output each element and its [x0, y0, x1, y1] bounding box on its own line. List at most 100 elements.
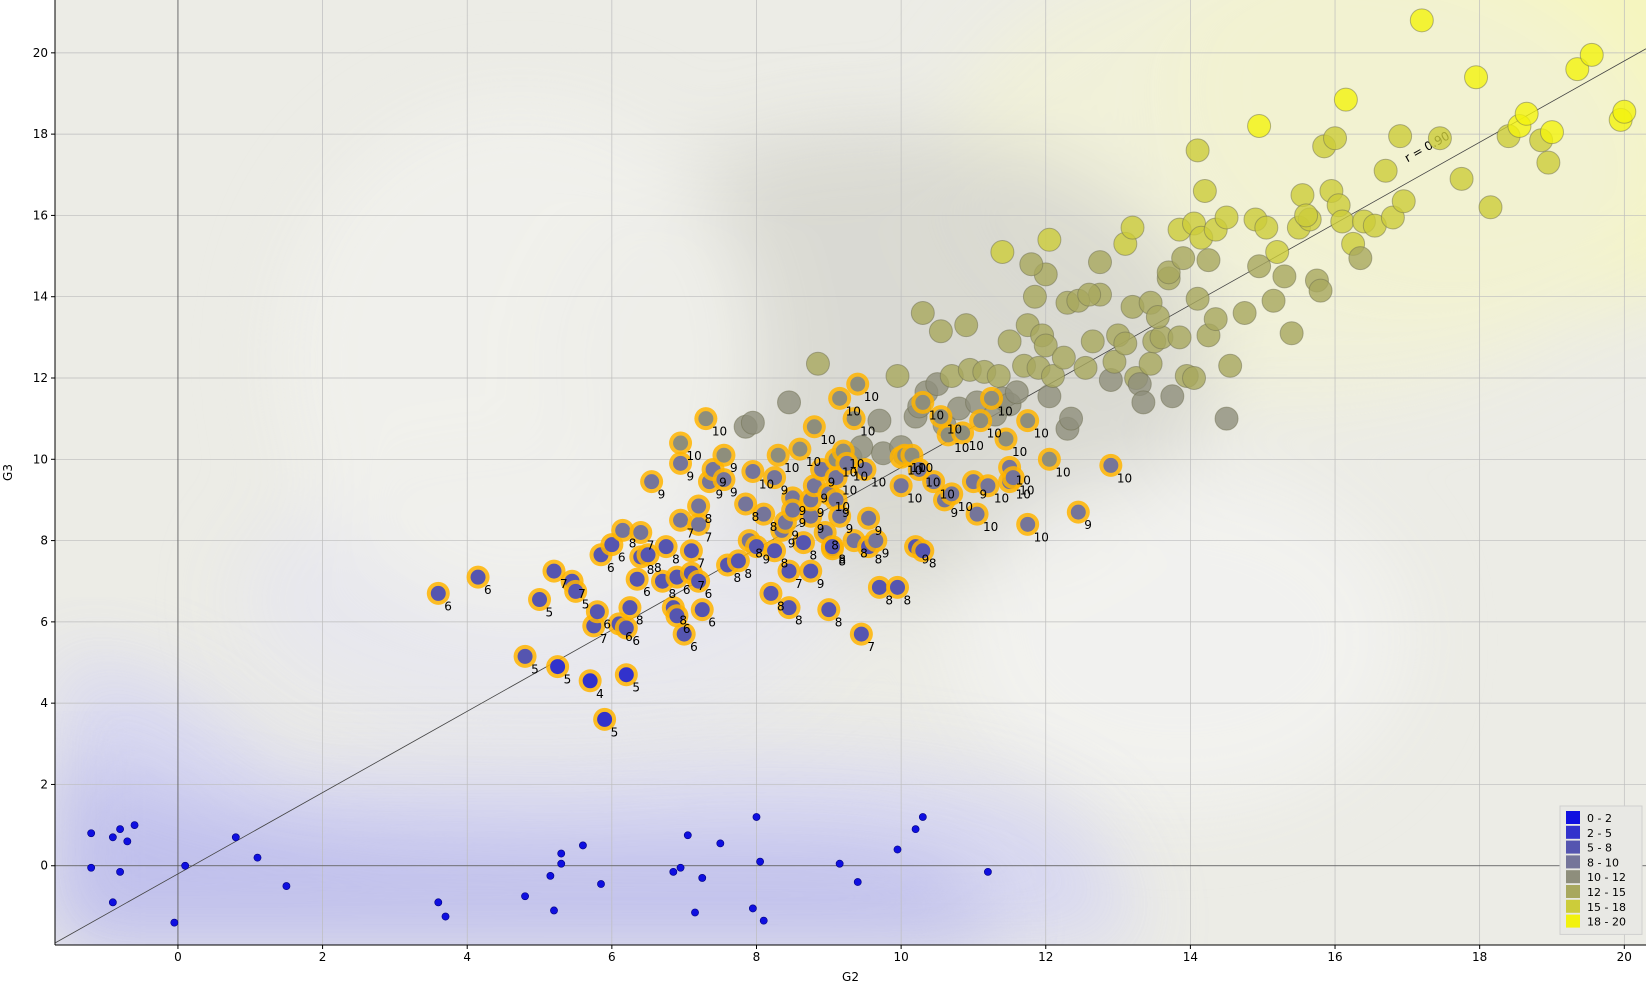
data-point: [1059, 406, 1084, 431]
zero-point: [853, 878, 862, 886]
data-point: [1156, 260, 1181, 285]
y-tick-label: 2: [40, 777, 48, 791]
point-label: 10: [1016, 488, 1031, 502]
point-label: 10: [969, 439, 984, 453]
y-axis-label: G3: [1, 464, 15, 481]
point-label: 9: [687, 469, 695, 483]
highlighted-point: [767, 470, 783, 486]
point-label: 7: [647, 538, 655, 552]
zero-point: [123, 837, 132, 846]
highlighted-point: [597, 711, 613, 727]
data-point: [1004, 380, 1029, 405]
point-label: 10: [940, 488, 955, 502]
highlighted-point: [803, 508, 819, 524]
point-label: 8: [838, 555, 846, 569]
data-point: [1279, 321, 1304, 346]
data-point: [1218, 353, 1243, 378]
point-label: 10: [842, 484, 857, 498]
highlighted-point: [694, 602, 710, 618]
zero-point: [676, 863, 685, 872]
highlighted-point: [618, 620, 634, 636]
highlighted-point: [998, 431, 1014, 447]
x-tick-label: 6: [608, 950, 616, 964]
legend-swatch: [1566, 855, 1580, 869]
point-label: 4: [596, 687, 604, 701]
point-label: 9: [817, 522, 825, 536]
point-label: 10: [820, 433, 835, 447]
highlighted-point: [806, 419, 822, 435]
data-point: [1033, 333, 1058, 358]
point-label: 7: [560, 577, 568, 591]
data-point: [1080, 329, 1105, 354]
data-point: [1185, 138, 1210, 163]
point-label: 10: [871, 475, 886, 489]
data-point: [1022, 284, 1047, 309]
highlighted-point: [857, 461, 873, 477]
point-label: 9: [715, 488, 723, 502]
point-label: 8: [835, 616, 843, 630]
highlighted-point: [933, 409, 949, 425]
point-label: 8: [904, 593, 912, 607]
zero-point: [170, 918, 179, 927]
legend-swatch: [1566, 840, 1580, 854]
point-label: 10: [994, 492, 1009, 506]
data-point: [1145, 305, 1170, 330]
point-label: 8: [647, 563, 655, 577]
point-label: 10: [860, 425, 875, 439]
highlighted-point: [633, 524, 649, 540]
zero-point: [441, 912, 450, 921]
regression-line-path: [55, 48, 1646, 944]
point-label: 9: [817, 506, 825, 520]
zero-point: [752, 813, 761, 821]
point-label: 10: [954, 441, 969, 455]
point-label: 6: [708, 616, 716, 630]
point-label: 6: [484, 583, 492, 597]
point-label: 8: [636, 614, 644, 628]
point-label: 9: [882, 547, 890, 561]
data-point: [1019, 252, 1044, 277]
data-point: [1254, 215, 1279, 240]
point-label: 10: [1055, 465, 1070, 479]
data-point: [1073, 355, 1098, 380]
highlighted-point: [821, 602, 837, 618]
point-label: 8: [755, 547, 763, 561]
point-label: 8: [679, 614, 687, 628]
point-label: 5: [531, 662, 539, 676]
point-label: 10: [907, 492, 922, 506]
point-label: 10: [925, 475, 940, 489]
zero-point: [231, 833, 240, 842]
zero-point: [181, 861, 190, 870]
highlighted-point: [683, 543, 699, 559]
highlighted-point: [673, 512, 689, 528]
zero-point: [748, 904, 757, 913]
highlighted-point: [568, 583, 584, 599]
point-label: 9: [730, 461, 738, 475]
legend-label: 12 - 15: [1587, 886, 1626, 899]
highlighted-point: [861, 510, 877, 526]
highlighted-point: [691, 498, 707, 514]
highlighted-point: [763, 585, 779, 601]
data-point: [1323, 126, 1348, 151]
highlighted-point: [1020, 413, 1036, 429]
point-label: 9: [799, 504, 807, 518]
highlighted-point: [629, 571, 645, 587]
data-point: [954, 313, 979, 338]
data-point: [1087, 250, 1112, 275]
data-point: [1051, 345, 1076, 370]
highlighted-point: [926, 474, 942, 490]
point-label: 10: [712, 425, 727, 439]
point-label: 10: [846, 404, 861, 418]
data-point: [1040, 363, 1065, 388]
highlighted-point: [748, 539, 764, 555]
data-point: [1160, 384, 1185, 409]
highlighted-point: [644, 474, 660, 490]
highlighted-point: [430, 585, 446, 601]
point-label: 9: [842, 506, 850, 520]
highlighted-point: [871, 579, 887, 595]
zero-point: [130, 821, 139, 829]
highlighted-point: [853, 626, 869, 642]
point-label: 10: [835, 500, 850, 514]
x-tick-label: 16: [1327, 950, 1342, 964]
data-point: [777, 390, 802, 415]
